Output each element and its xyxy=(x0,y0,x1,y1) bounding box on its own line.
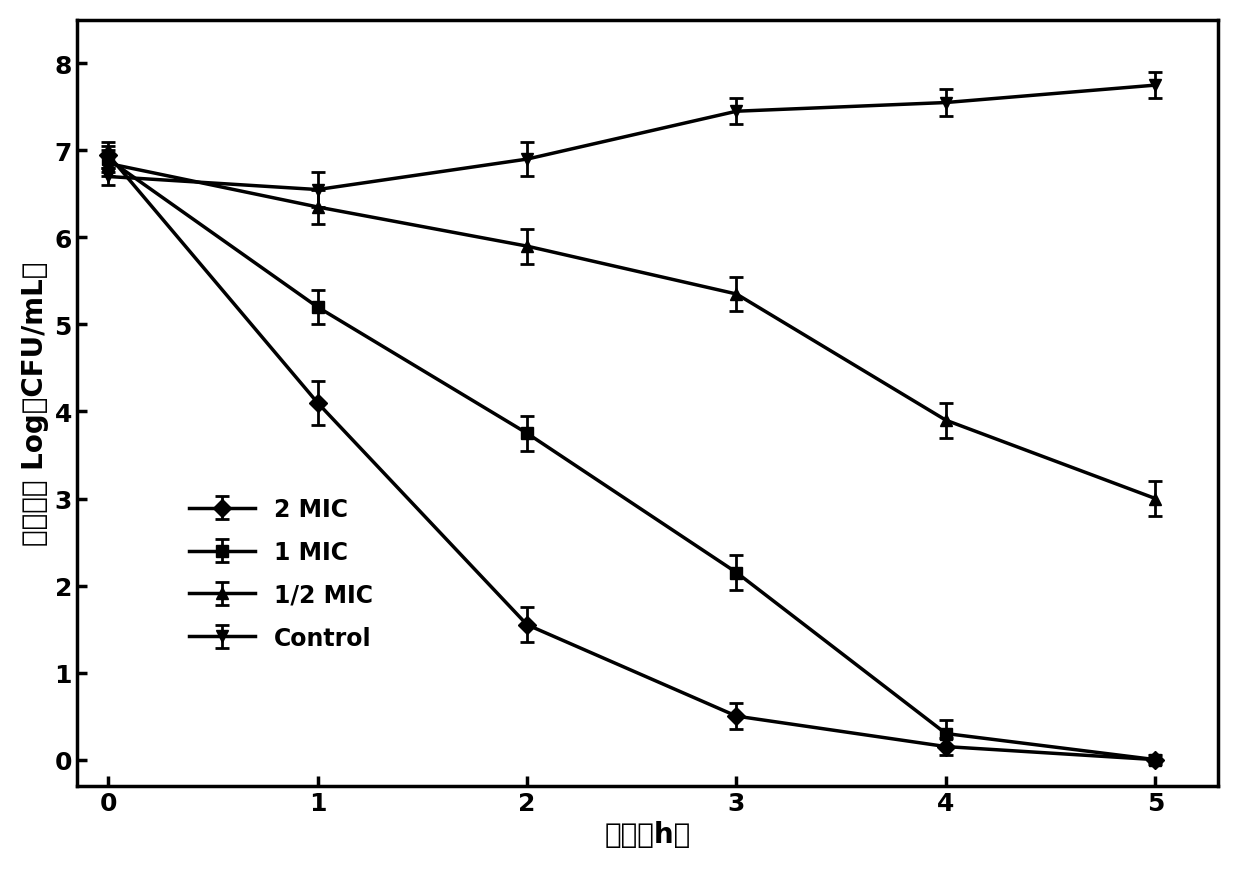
Legend: 2 MIC, 1 MIC, 1/2 MIC, Control: 2 MIC, 1 MIC, 1/2 MIC, Control xyxy=(180,488,383,660)
Y-axis label: 细菌浓度 Log（CFU/mL）: 细菌浓度 Log（CFU/mL） xyxy=(21,262,48,546)
X-axis label: 时间（h）: 时间（h） xyxy=(605,820,690,848)
